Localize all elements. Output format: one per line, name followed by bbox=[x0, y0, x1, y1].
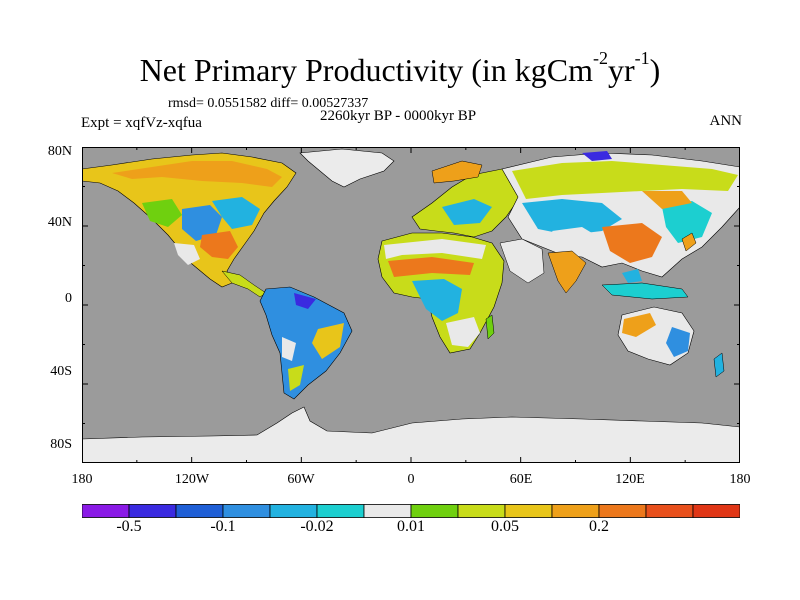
lon-label-120w: 120W bbox=[174, 472, 210, 487]
lat-label-40s: 40S bbox=[50, 364, 72, 379]
colorbar-swatch bbox=[551, 504, 600, 518]
colorbar-swatch bbox=[504, 504, 553, 518]
lat-label-eq: 0 bbox=[65, 291, 72, 306]
new-zealand bbox=[713, 352, 725, 378]
colorbar-swatch bbox=[457, 504, 506, 518]
antarctica bbox=[82, 406, 740, 463]
colorbar-label: 0.01 bbox=[397, 518, 425, 535]
colorbar-swatch bbox=[175, 504, 224, 518]
experiment-label: Expt = xqfVz-xqfua bbox=[81, 115, 202, 131]
colorbar-swatch bbox=[128, 504, 177, 518]
south-america bbox=[259, 286, 353, 400]
japan bbox=[681, 232, 697, 252]
middle-east bbox=[499, 238, 545, 284]
colorbar-label: -0.1 bbox=[210, 518, 236, 535]
lon-label-180w: 180 bbox=[71, 472, 93, 487]
colorbar-label: 0.05 bbox=[491, 518, 519, 535]
madagascar bbox=[485, 314, 495, 340]
lon-label-120e: 120E bbox=[615, 472, 645, 487]
lat-label-40n: 40N bbox=[47, 215, 72, 230]
colorbar-label: 0.2 bbox=[589, 518, 609, 535]
india bbox=[547, 250, 587, 294]
lon-label-60e: 60E bbox=[509, 472, 533, 487]
colorbar-label: -0.02 bbox=[300, 518, 334, 535]
lon-label-0: 0 bbox=[407, 472, 415, 487]
colorbar-swatch bbox=[598, 504, 647, 518]
indonesia bbox=[601, 282, 689, 300]
map-title: Net Primary Productivity (in kgCm-2yr-1) bbox=[139, 48, 661, 88]
season-label: ANN bbox=[709, 113, 743, 129]
colorbar bbox=[82, 504, 740, 518]
lat-label-80n: 80N bbox=[47, 144, 72, 159]
colorbar-swatch bbox=[82, 504, 130, 518]
colorbar-label: -0.5 bbox=[116, 518, 142, 535]
colorbar-swatch bbox=[316, 504, 365, 518]
greenland bbox=[299, 148, 395, 188]
colorbar-swatch bbox=[269, 504, 318, 518]
lon-label-180e: 180 bbox=[729, 472, 751, 487]
colorbar-swatch bbox=[645, 504, 694, 518]
world-map bbox=[82, 147, 740, 463]
colorbar-swatch bbox=[692, 504, 740, 518]
colorbar-swatch bbox=[410, 504, 459, 518]
colorbar-swatch bbox=[222, 504, 271, 518]
lon-label-60w: 60W bbox=[287, 472, 315, 487]
stats-text: rmsd= 0.0551582 diff= 0.00527337 bbox=[168, 96, 369, 111]
lat-label-80s: 80S bbox=[50, 437, 72, 452]
period-label: 2260kyr BP - 0000kyr BP bbox=[320, 108, 477, 124]
colorbar-swatch bbox=[363, 504, 412, 518]
